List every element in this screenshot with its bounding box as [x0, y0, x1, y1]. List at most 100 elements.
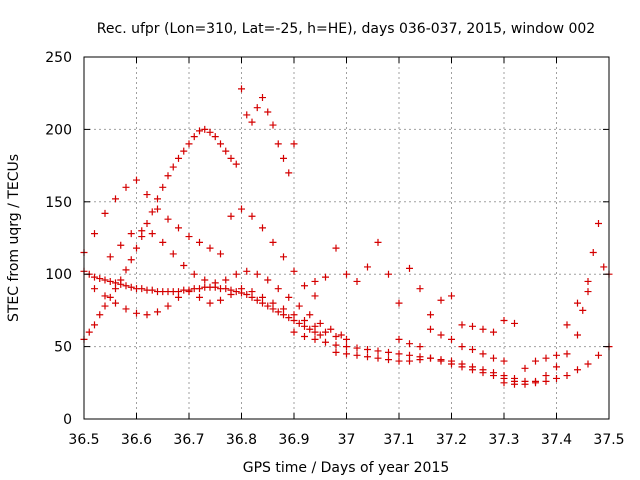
data-point — [584, 288, 592, 296]
x-tick-label: 37.2 — [436, 432, 467, 448]
data-point — [280, 305, 287, 313]
data-point — [427, 325, 434, 333]
data-point — [469, 345, 476, 353]
data-point — [395, 299, 403, 307]
data-point — [138, 285, 146, 293]
data-point — [196, 293, 203, 301]
data-point — [217, 296, 224, 304]
data-point — [106, 277, 114, 285]
data-point — [343, 270, 350, 278]
tick-labels: 36.5 36.6 36.7 36.8 36.9 37 37.1 37.2 37.3 37.4 37… — [45, 50, 624, 448]
data-point — [301, 332, 308, 340]
data-point — [290, 311, 298, 319]
data-point — [101, 209, 109, 217]
data-point — [280, 154, 287, 162]
data-point — [290, 140, 298, 148]
data-point — [133, 244, 140, 252]
data-point — [500, 379, 508, 387]
data-point — [448, 292, 455, 300]
data-point — [164, 215, 172, 223]
data-point — [395, 357, 403, 365]
data-point — [301, 282, 308, 290]
data-point — [238, 85, 245, 93]
data-point — [332, 341, 340, 349]
data-point — [217, 140, 224, 148]
data-point — [180, 147, 188, 155]
data-point — [269, 238, 277, 246]
data-point — [133, 176, 140, 184]
data-point — [190, 133, 198, 141]
data-point — [290, 267, 298, 275]
data-point — [427, 354, 434, 362]
y-tick-label: 150 — [45, 195, 72, 211]
data-point — [232, 270, 240, 278]
data-point — [148, 208, 156, 216]
data-point — [574, 299, 581, 307]
data-point — [311, 292, 319, 300]
data-point — [364, 263, 371, 271]
data-point — [91, 230, 98, 238]
data-point — [395, 350, 403, 358]
data-point — [264, 108, 272, 116]
data-point — [416, 285, 424, 293]
data-point — [127, 256, 135, 264]
data-point — [117, 280, 125, 288]
y-axis-title: STEC from uqrg / TECUs — [6, 154, 22, 322]
data-point — [175, 293, 182, 301]
data-point — [285, 314, 293, 322]
data-point — [211, 133, 219, 141]
data-point — [285, 169, 293, 177]
data-point — [154, 195, 161, 203]
data-point — [532, 357, 539, 365]
data-point — [269, 121, 277, 129]
data-point — [243, 290, 251, 298]
data-point — [406, 340, 413, 348]
data-point — [106, 293, 114, 301]
axis-ticks — [83, 56, 610, 420]
data-point — [101, 292, 109, 300]
data-point — [222, 285, 230, 293]
data-point — [206, 244, 214, 252]
data-point — [196, 285, 203, 293]
data-point — [563, 350, 571, 358]
data-point — [154, 308, 161, 316]
data-point — [595, 220, 602, 228]
data-point — [227, 212, 235, 220]
data-point — [500, 317, 508, 325]
data-point — [222, 276, 230, 284]
data-point — [122, 183, 130, 191]
data-point — [353, 344, 361, 352]
data-point — [133, 309, 140, 317]
data-point — [458, 321, 466, 329]
data-point — [327, 325, 335, 333]
data-point — [117, 241, 125, 249]
data-point — [164, 302, 172, 310]
data-point — [211, 279, 219, 287]
data-point — [332, 348, 340, 356]
data-point — [217, 250, 224, 258]
data-point — [311, 335, 319, 343]
data-point — [101, 302, 109, 310]
y-tick-label: 0 — [63, 412, 72, 428]
data-point — [243, 111, 251, 119]
data-point — [264, 276, 272, 284]
data-point — [343, 343, 350, 351]
data-point — [595, 351, 602, 359]
data-point — [364, 345, 371, 353]
data-point — [589, 248, 597, 256]
data-point — [185, 233, 193, 241]
chart-title: Rec. ufpr (Lon=310, Lat=-25, h=HE), days… — [97, 21, 595, 37]
data-point — [511, 380, 518, 388]
data-point — [553, 351, 560, 359]
data-point — [306, 311, 314, 319]
data-point — [374, 238, 382, 246]
data-point — [295, 302, 303, 310]
data-point — [159, 183, 167, 191]
data-point — [143, 311, 151, 319]
data-point — [385, 348, 392, 356]
data-point — [542, 354, 550, 362]
data-point — [500, 357, 508, 365]
data-point — [264, 302, 272, 310]
data-point — [479, 350, 487, 358]
data-point — [112, 279, 119, 287]
